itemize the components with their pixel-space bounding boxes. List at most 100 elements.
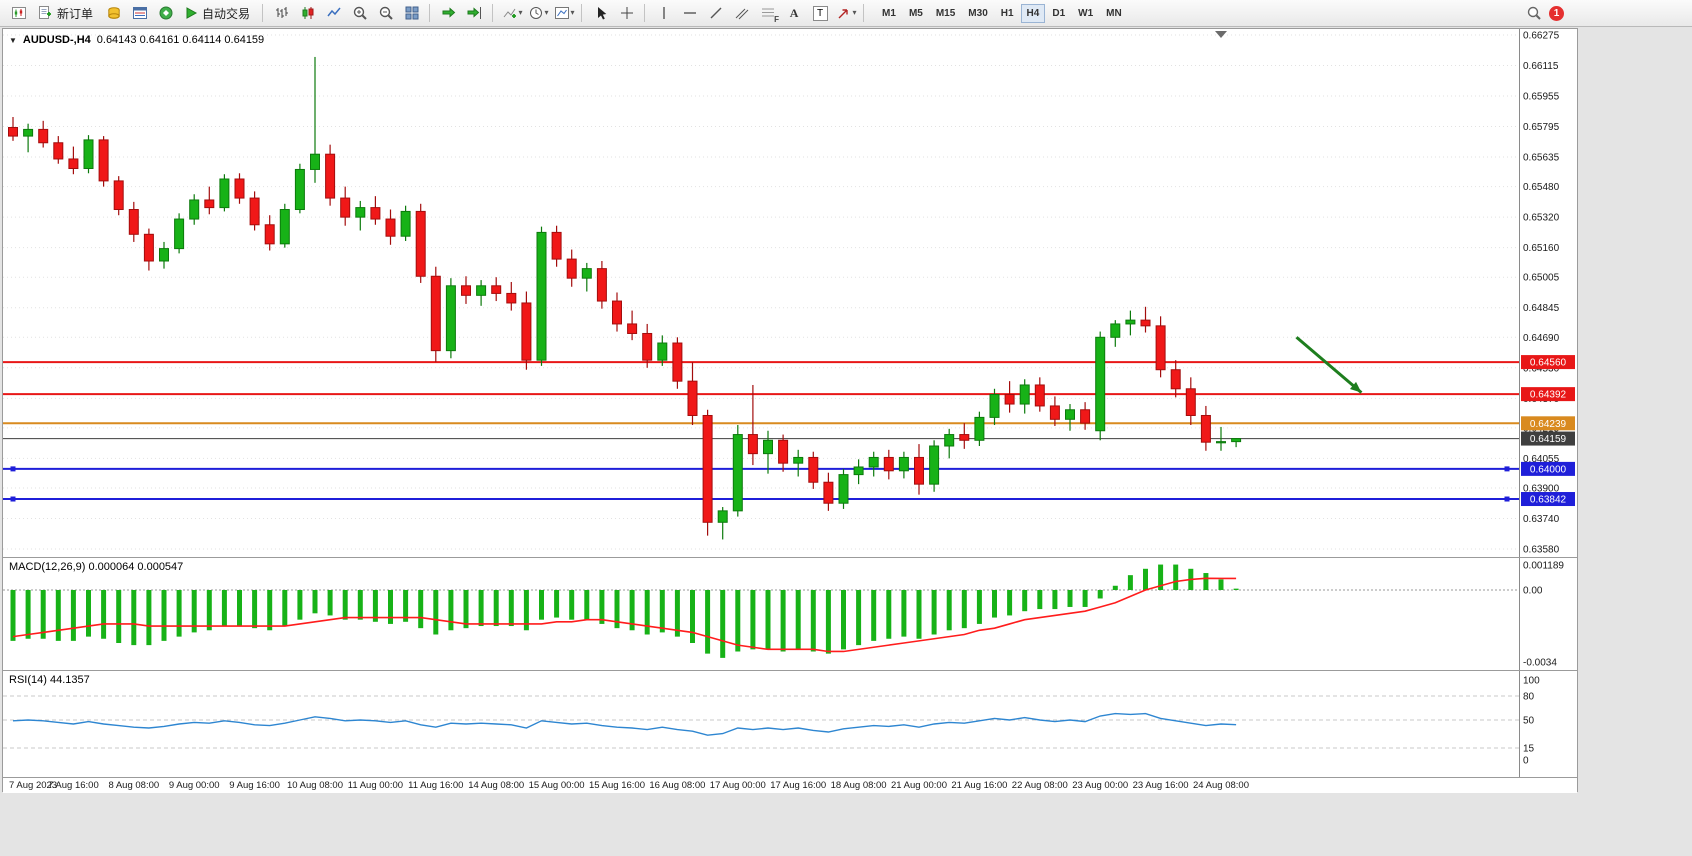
candle — [929, 440, 940, 492]
price-axis-label: 0.65160 — [1523, 243, 1560, 254]
candle — [113, 176, 124, 216]
price-axis-label: 0.64690 — [1523, 333, 1560, 344]
candle — [325, 144, 336, 206]
zoom-in-button[interactable] — [348, 1, 372, 25]
candle — [959, 423, 970, 449]
search-icon[interactable] — [1526, 5, 1542, 21]
new-chart-button[interactable] — [7, 1, 31, 25]
rsi-line — [12, 712, 1237, 736]
candle — [143, 228, 154, 271]
crosshair-button[interactable] — [615, 1, 639, 25]
arrows-button[interactable]: ▾ — [834, 1, 858, 25]
price-axis-label: 0.66275 — [1523, 31, 1560, 42]
timeframe-button-mn[interactable]: MN — [1100, 4, 1128, 23]
line-handle[interactable] — [10, 496, 16, 502]
autotrading-button[interactable]: 自动交易 — [180, 3, 257, 24]
time-axis-label: 9 Aug 00:00 — [168, 780, 220, 791]
macd-chart: 0.001189 0.00 -0.0034 — [3, 558, 1564, 670]
fibonacci-button[interactable]: F — [756, 1, 780, 25]
candle — [747, 384, 758, 466]
chart-shift-marker-icon[interactable] — [1215, 31, 1227, 38]
price-tag: 0.64239 — [1521, 416, 1575, 431]
line-handle[interactable] — [10, 466, 16, 472]
price-axis-label: 0.65480 — [1523, 182, 1560, 193]
time-axis-label: 15 Aug 00:00 — [528, 780, 585, 791]
timeframe-button-h1[interactable]: H1 — [995, 4, 1020, 23]
timeframe-button-w1[interactable]: W1 — [1072, 4, 1099, 23]
rsi-axis-label: 100 — [1523, 676, 1540, 687]
candle — [672, 337, 683, 389]
notification-badge[interactable]: 1 — [1549, 5, 1564, 21]
timeframe-button-m30[interactable]: M30 — [962, 4, 993, 23]
crosshair-icon — [621, 7, 634, 19]
rsi-chart: 100 80 50 150 — [3, 671, 1540, 777]
candle — [808, 451, 819, 489]
trendline-icon — [710, 7, 722, 19]
svg-text:0.64000: 0.64000 — [1530, 464, 1567, 475]
auto-scroll-icon — [442, 7, 456, 18]
market-watch-button[interactable] — [102, 1, 126, 25]
dropdown-arrow-icon: ▾ — [544, 8, 549, 17]
timeframe-button-m5[interactable]: M5 — [903, 4, 929, 23]
candle — [159, 241, 169, 269]
candle — [763, 430, 773, 474]
candlestick-chart-button[interactable] — [296, 1, 320, 25]
chart-shift-button[interactable] — [463, 1, 487, 25]
macd-axis-label: -0.0034 — [1523, 658, 1557, 669]
zoom-out-icon — [379, 6, 393, 20]
timeframe-button-d1[interactable]: D1 — [1046, 4, 1071, 23]
cursor-button[interactable] — [589, 1, 613, 25]
candle — [1110, 320, 1121, 347]
candle — [521, 291, 532, 370]
time-axis-label: 10 Aug 08:00 — [287, 780, 343, 791]
tile-windows-button[interactable] — [400, 1, 424, 25]
timeframe-button-m15[interactable]: M15 — [930, 4, 961, 23]
candle — [1004, 381, 1015, 413]
line-handle[interactable] — [1504, 466, 1510, 472]
equidistant-channel-button[interactable] — [730, 1, 754, 25]
candle — [128, 201, 139, 242]
price-axis-label: 0.63900 — [1523, 483, 1560, 494]
trendline-button[interactable] — [704, 1, 728, 25]
time-axis-label: 24 Aug 08:00 — [1193, 780, 1249, 791]
horizontal-line-button[interactable] — [678, 1, 702, 25]
candle — [1125, 310, 1136, 336]
candle — [566, 249, 577, 287]
candle — [732, 425, 743, 517]
candle — [1155, 316, 1166, 378]
time-axis-label: 16 Aug 08:00 — [649, 780, 706, 791]
data-window-button[interactable] — [128, 1, 152, 25]
trend-arrow-object[interactable] — [1295, 336, 1363, 394]
zoom-out-button[interactable] — [374, 1, 398, 25]
indicators-icon — [503, 8, 516, 18]
label-button[interactable]: T — [808, 1, 832, 25]
candle — [53, 136, 64, 164]
price-tag: 0.64159 — [1521, 431, 1575, 446]
navigator-icon — [159, 6, 173, 20]
text-button[interactable]: A — [782, 1, 806, 25]
candlestick-chart-icon — [302, 7, 314, 19]
dropdown-arrow-icon: ▾ — [852, 8, 857, 17]
new-order-button[interactable]: 新订单 — [33, 3, 100, 24]
bar-chart-button[interactable] — [270, 1, 294, 25]
chart-menu-arrow-icon[interactable]: ▼ — [9, 36, 17, 45]
indicators-button[interactable]: ▾ — [500, 1, 524, 25]
candle — [853, 459, 864, 485]
timeframe-button-h4[interactable]: H4 — [1020, 3, 1046, 23]
candle — [98, 136, 109, 187]
price-axis-label: 0.65955 — [1523, 92, 1560, 103]
toolbar-separator — [581, 4, 583, 22]
svg-text:0.64392: 0.64392 — [1530, 390, 1567, 401]
line-chart-button[interactable] — [322, 1, 346, 25]
templates-button[interactable]: ▾ — [552, 1, 576, 25]
toolbar-right-group: 1 — [1526, 5, 1564, 21]
macd-label: MACD(12,26,9) 0.000064 0.000547 — [9, 561, 184, 573]
navigator-button[interactable] — [154, 1, 178, 25]
candle — [1019, 379, 1030, 414]
vertical-line-button[interactable] — [652, 1, 676, 25]
auto-scroll-button[interactable] — [437, 1, 461, 25]
timeframe-button-m1[interactable]: M1 — [876, 4, 902, 23]
periodicity-button[interactable]: ▾ — [526, 1, 550, 25]
dropdown-arrow-icon: ▾ — [570, 8, 575, 17]
line-handle[interactable] — [1504, 496, 1510, 502]
